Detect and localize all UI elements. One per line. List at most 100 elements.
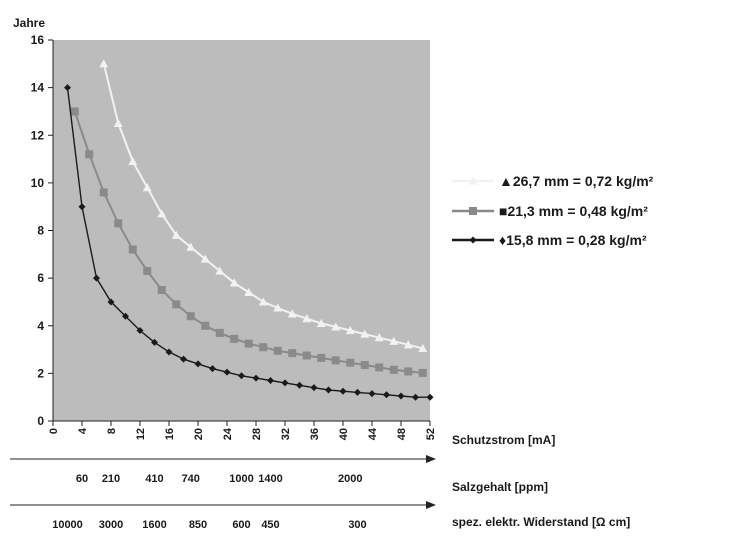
- series-marker-diamond: [180, 355, 187, 363]
- series-marker-triangle: [258, 297, 268, 306]
- series-marker-square: [85, 150, 94, 159]
- series-marker-diamond: [165, 348, 173, 356]
- series-marker-square: [346, 358, 355, 367]
- series-marker-diamond: [64, 84, 71, 92]
- series-marker-square: [259, 343, 268, 352]
- series-marker-triangle: [244, 287, 254, 297]
- series-marker-triangle: [128, 156, 138, 166]
- series-marker-diamond: [325, 386, 332, 394]
- series-marker-triangle: [374, 333, 384, 342]
- series-marker-triangle: [142, 183, 152, 192]
- secondary-tick-label: 450: [261, 519, 279, 531]
- x-tick-label: 48: [396, 428, 408, 440]
- secondary-tick-label: 600: [232, 519, 250, 531]
- series-marker-square: [114, 219, 123, 228]
- series-marker-triangle: [403, 340, 413, 349]
- series-marker-square: [143, 266, 152, 275]
- y-tick-label: 2: [37, 366, 44, 380]
- series-marker-diamond: [469, 236, 477, 244]
- series-marker-diamond: [281, 379, 289, 387]
- secondary-tick-label: 300: [348, 519, 366, 531]
- series-marker-triangle: [157, 209, 167, 218]
- y-tick-label: 0: [37, 414, 44, 428]
- x-tick-label: 44: [367, 427, 379, 440]
- secondary-tick-label: 2000: [338, 473, 362, 485]
- y-tick-label: 12: [31, 128, 45, 142]
- series-marker-triangle: [215, 266, 225, 275]
- x-tick-label: 28: [251, 428, 263, 440]
- series-marker-diamond: [426, 393, 434, 401]
- series-marker-triangle: [316, 318, 326, 327]
- series-marker-triangle: [229, 278, 239, 287]
- series-marker-square: [331, 356, 340, 365]
- secondary-tick-label: 60: [76, 473, 88, 485]
- series-marker-diamond: [383, 391, 390, 399]
- secondary-axes: 60 210 410 740 1000 1400 2000 Salzgehalt [ppm] 1…: [10, 455, 630, 531]
- x-tick-label: 32: [280, 428, 292, 440]
- y-tick-label: 16: [31, 33, 45, 47]
- y-tick-label: 6: [37, 271, 44, 285]
- secondary-tick-label: 3000: [99, 519, 123, 531]
- series-marker-square: [360, 361, 369, 370]
- series-marker-triangle: [171, 230, 181, 239]
- secondary-tick-label: 210: [102, 473, 120, 485]
- series-marker-triangle: [345, 326, 355, 335]
- y-tick-label: 14: [31, 81, 45, 95]
- series-marker-triangle: [302, 314, 312, 323]
- series-marker-diamond: [151, 338, 158, 346]
- secondary-tick-label: 740: [182, 473, 200, 485]
- series-marker-diamond: [412, 393, 419, 401]
- legend-label: ▲26,7 mm = 0,72 kg/m²: [499, 173, 654, 189]
- series-marker-square: [317, 353, 326, 362]
- series-marker-diamond: [354, 388, 361, 396]
- secondary-axis-label: Salzgehalt [ppm]: [452, 480, 548, 494]
- series-marker-square: [389, 365, 398, 374]
- series-marker-diamond: [267, 377, 274, 385]
- series-marker-triangle: [468, 176, 478, 185]
- x-tick-label: 0: [48, 428, 60, 434]
- series-marker-diamond: [194, 360, 202, 368]
- series-marker-diamond: [397, 392, 405, 400]
- series-marker-square: [172, 300, 181, 309]
- series-marker-square: [230, 334, 239, 343]
- series-marker-diamond: [339, 387, 347, 395]
- secondary-axis-label: spez. elektr. Widerstand [Ω cm]: [452, 515, 630, 529]
- x-tick-label: 20: [193, 428, 205, 440]
- x-tick-label: 36: [309, 428, 321, 440]
- plot-background: [53, 40, 430, 421]
- series-marker-diamond: [93, 274, 100, 282]
- x-tick-label: 16: [164, 428, 176, 440]
- series-marker-diamond: [368, 390, 376, 398]
- series-marker-square: [201, 321, 210, 330]
- series-marker-triangle: [287, 309, 297, 318]
- y-tick-label: 4: [37, 319, 44, 333]
- secondary-tick-label: 1400: [258, 473, 282, 485]
- series-marker-triangle: [418, 343, 428, 352]
- series-marker-diamond: [136, 327, 144, 335]
- secondary-tick-label: 410: [145, 473, 163, 485]
- series-marker-square: [99, 188, 108, 197]
- series-group: [64, 59, 434, 401]
- series-marker-triangle: [273, 303, 283, 312]
- secondary-tick-label: 850: [189, 519, 207, 531]
- y-tick-label: 8: [37, 224, 44, 238]
- series-marker-square: [469, 207, 477, 215]
- series-marker-triangle: [389, 336, 399, 345]
- series-marker-diamond: [252, 374, 260, 382]
- series-marker-diamond: [209, 365, 216, 373]
- series-marker-square: [273, 346, 282, 355]
- series-marker-triangle: [99, 59, 109, 68]
- series-marker-square: [215, 328, 224, 337]
- secondary-axis-arrow: [426, 455, 436, 463]
- series-marker-triangle: [360, 329, 370, 338]
- series-marker-diamond: [107, 298, 115, 306]
- series-marker-square: [244, 339, 253, 348]
- series-marker-diamond: [122, 312, 129, 320]
- series-marker-diamond: [223, 368, 231, 376]
- legend: ▲26,7 mm = 0,72 kg/m² ■21,3 mm = 0,48 kg/…: [452, 173, 654, 248]
- x-tick-label: 12: [135, 428, 147, 440]
- x-tick-label: 52: [425, 428, 437, 440]
- x-axis-label: Schutzstrom [mA]: [452, 433, 555, 447]
- x-tick-label: 8: [106, 428, 118, 434]
